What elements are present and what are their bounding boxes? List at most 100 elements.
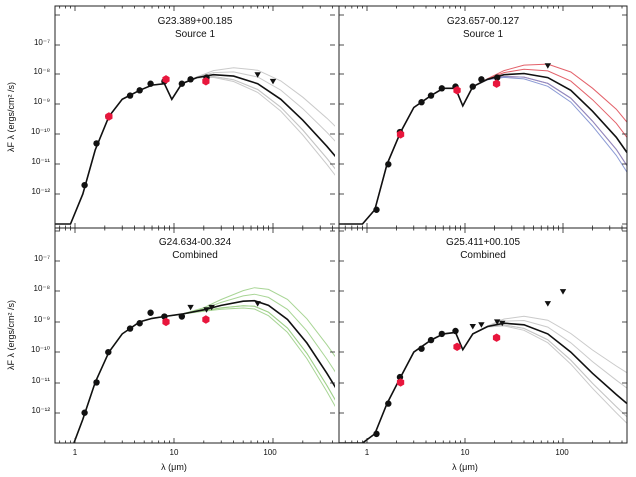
photometry-points (373, 289, 567, 438)
panel-subtitle: Source 1 (463, 29, 503, 40)
alt-model-curve (73, 305, 335, 443)
alt-model-curve (339, 63, 627, 225)
y-tick-label: 10⁻¹¹ (32, 376, 51, 385)
detection-point (136, 320, 143, 327)
detection-point (452, 327, 459, 335)
detection-point (136, 87, 143, 94)
upper-limit-marker (499, 320, 506, 327)
detection-point (418, 345, 425, 352)
detection-point (396, 373, 404, 381)
detection-point (81, 181, 88, 189)
detection-point (427, 336, 435, 344)
y-tick-label: 10⁻¹² (32, 406, 51, 415)
detection-point (81, 409, 88, 416)
alt-model-curve (73, 307, 335, 443)
y-tick-label: 10⁻⁷ (34, 254, 50, 263)
panel-title: G23.657-00.127 (447, 16, 520, 27)
panel-title: G25.411+00.105 (446, 237, 520, 248)
detection-point (373, 430, 380, 438)
detection-point (373, 206, 380, 213)
detection-point (493, 74, 501, 81)
x-tick-label: 10 (170, 448, 179, 457)
photometry-points (81, 72, 277, 189)
highlighted-point (396, 378, 405, 387)
sed-panel-top-left: G23.389+00.185 Source 1 (55, 16, 335, 225)
alt-model-curve (339, 324, 627, 443)
panel-subtitle: Combined (460, 250, 506, 261)
upper-limit-marker (478, 322, 485, 328)
alt-model-curve (339, 315, 627, 443)
detection-point (187, 76, 194, 83)
alt-model-curve (339, 75, 627, 225)
y-tick-label: 10⁻⁸ (34, 284, 51, 293)
alt-model-curve (73, 300, 335, 443)
upper-limit-marker (254, 72, 261, 78)
alt-model-curve (73, 293, 335, 443)
panel-frames (54, 5, 628, 444)
photometry-points (373, 63, 552, 213)
alt-model-curve (339, 325, 627, 443)
highlighted-point (453, 342, 461, 351)
highlighted-point (492, 333, 501, 342)
y-tick-label: 10⁻⁷ (34, 38, 50, 47)
detection-point (385, 400, 392, 407)
y-tick-label: 10⁻¹⁰ (31, 345, 50, 354)
detection-point (427, 92, 435, 99)
x-tick-label: 100 (263, 448, 277, 457)
upper-limit-marker (269, 78, 277, 85)
upper-limit-marker (203, 307, 210, 313)
detection-point (147, 309, 154, 316)
alt-model-curve (55, 76, 335, 225)
best-fit-curve (339, 72, 627, 225)
highlighted-point (396, 130, 405, 139)
x-tick-label: 100 (555, 448, 569, 457)
alt-model-curve (339, 75, 627, 225)
detection-point (438, 330, 446, 338)
highlighted-point (202, 315, 210, 324)
y-tick-label: 10⁻¹⁰ (31, 127, 50, 136)
x-tick-label: 1 (365, 448, 370, 457)
best-fit-curve (73, 299, 335, 443)
detection-point (93, 379, 100, 386)
highlighted-point (162, 75, 170, 84)
upper-limit-marker (254, 301, 261, 307)
highlighted-point (162, 317, 170, 327)
x-tick-labels: 1 10 100 1 10 100 (73, 448, 569, 457)
y-tick-label: 10⁻⁹ (33, 97, 50, 106)
best-fit-curve (55, 73, 335, 225)
x-tick-label: 10 (461, 448, 470, 457)
alt-model-curve (339, 319, 627, 443)
sed-panel-top-right: G23.657-00.127 Source 1 (339, 16, 627, 225)
x-axis-label: λ (μm) (452, 462, 478, 472)
y-tick-label: 10⁻⁸ (34, 67, 51, 76)
outer-frame (54, 5, 628, 444)
y-tick-label: 10⁻¹¹ (32, 157, 51, 166)
panel-subtitle: Combined (172, 250, 218, 261)
upper-limit-marker (187, 304, 194, 311)
axis-ticks (55, 6, 627, 443)
detection-point (178, 313, 186, 320)
model-fit-curves (339, 315, 627, 443)
alt-model-curve (339, 76, 627, 225)
panel-title: G24.634-00.324 (159, 237, 232, 248)
y-tick-label: 10⁻⁹ (33, 315, 50, 324)
upper-limit-marker (559, 289, 567, 295)
highlighted-point (453, 86, 461, 95)
detection-point (469, 83, 476, 90)
upper-limit-marker (469, 324, 476, 330)
model-fit-curves (55, 67, 335, 225)
sed-panel-bottom-right: G25.411+00.105 Combined (339, 237, 627, 443)
alt-model-curve (73, 305, 335, 443)
alt-model-curve (339, 72, 627, 225)
sed-panel-bottom-left: G24.634-00.324 Combined (73, 237, 335, 443)
detection-point (105, 348, 112, 356)
alt-model-curve (339, 324, 627, 443)
alt-model-curve (55, 75, 335, 225)
detection-point (478, 76, 485, 83)
panel-title: G23.389+00.185 (158, 16, 233, 27)
y-tick-labels-top: 10⁻⁷ 10⁻⁸ 10⁻⁹ 10⁻¹⁰ 10⁻¹¹ 10⁻¹² (31, 38, 50, 196)
upper-limit-marker (544, 63, 552, 69)
alt-model-curve (55, 71, 335, 225)
detection-point (93, 140, 100, 147)
